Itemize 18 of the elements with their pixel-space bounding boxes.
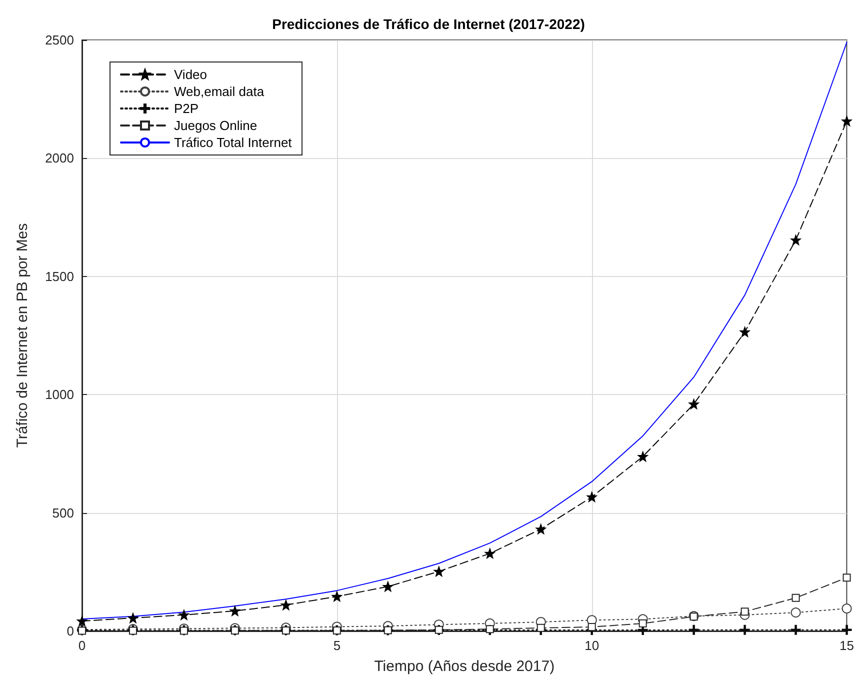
y-tick-label: 2000 [45, 150, 74, 166]
x-tick-label: 0 [78, 638, 86, 653]
x-tick-label: 5 [333, 638, 341, 653]
y-tick-label: 1500 [45, 268, 74, 284]
y-axis-title: Tráfico de Internet en PB por Mes [14, 223, 31, 448]
legend-label: Video [174, 67, 208, 82]
x-axis-title: Tiempo (Años desde 2017) [374, 658, 555, 675]
x-tick-label: 15 [840, 638, 854, 653]
legend-label: Juegos Online [174, 118, 258, 133]
legend-label: Tráfico Total Internet [174, 135, 292, 150]
chart-title: Predicciones de Tráfico de Internet (2017-2022) [272, 16, 585, 32]
legend-label: Web,email data [174, 84, 265, 99]
y-tick-label: 2500 [45, 32, 74, 48]
y-tick-label: 500 [52, 505, 74, 520]
y-tick-label: 1000 [45, 387, 74, 402]
y-tick-label: 0 [66, 624, 74, 638]
x-tick-label: 10 [584, 638, 600, 653]
legend-label: P2P [174, 101, 199, 116]
